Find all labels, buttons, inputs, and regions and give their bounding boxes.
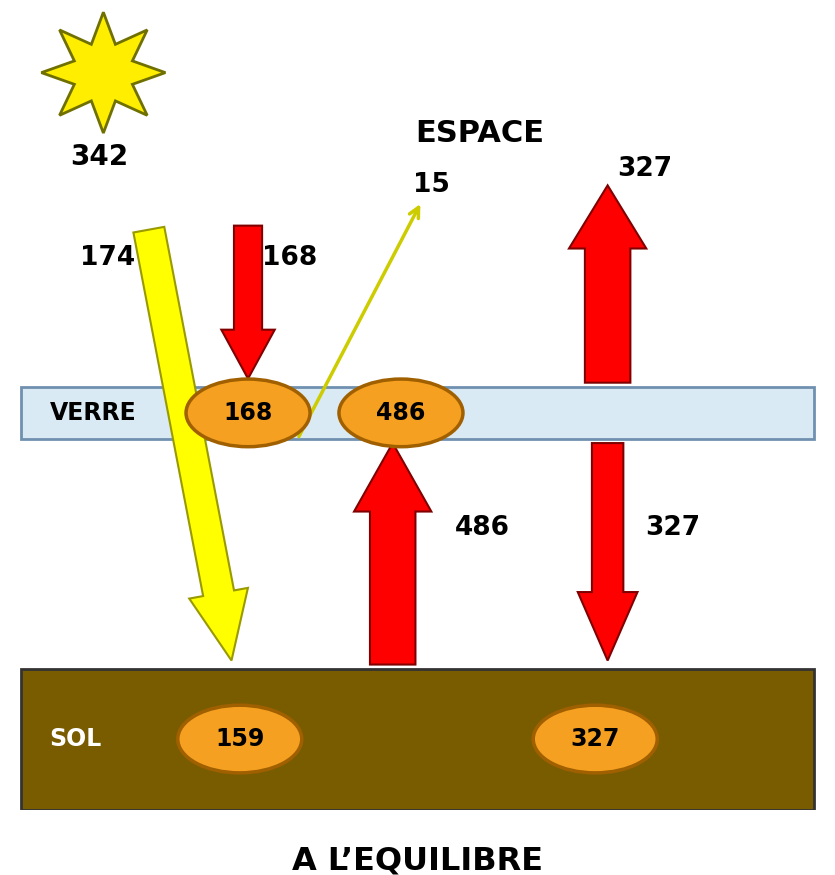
Text: SOL: SOL	[49, 727, 102, 751]
Ellipse shape	[178, 705, 301, 773]
Ellipse shape	[534, 705, 657, 773]
Text: 15: 15	[413, 172, 450, 199]
FancyArrow shape	[221, 226, 275, 379]
Text: ESPACE: ESPACE	[415, 118, 544, 148]
Text: 327: 327	[617, 157, 672, 182]
Text: 168: 168	[223, 401, 273, 425]
Bar	[21, 668, 814, 809]
Bar	[21, 387, 814, 439]
Text: 342: 342	[70, 144, 129, 172]
FancyArrow shape	[569, 186, 646, 382]
Text: 168: 168	[261, 245, 317, 271]
Text: 486: 486	[377, 401, 426, 425]
Ellipse shape	[339, 379, 463, 447]
Ellipse shape	[186, 379, 310, 447]
Text: 174: 174	[80, 245, 135, 271]
Text: 159: 159	[215, 727, 265, 751]
Text: A L’EQUILIBRE: A L’EQUILIBRE	[292, 846, 543, 875]
Text: 327: 327	[570, 727, 620, 751]
FancyArrow shape	[134, 227, 248, 661]
FancyArrow shape	[578, 443, 637, 661]
Text: 486: 486	[455, 514, 509, 541]
Polygon shape	[42, 12, 165, 133]
Text: 327: 327	[645, 514, 700, 541]
Text: VERRE: VERRE	[49, 401, 136, 425]
FancyArrow shape	[354, 443, 432, 664]
